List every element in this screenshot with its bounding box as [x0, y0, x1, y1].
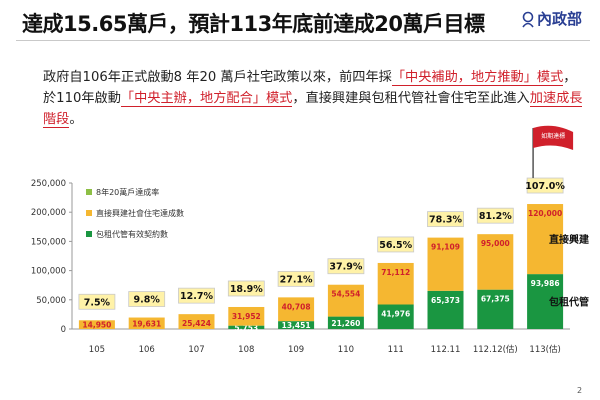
x-tick-label: 112.12(估): [473, 344, 518, 355]
side-label-build: 直接興建: [549, 233, 590, 246]
y-tick-label: 0: [61, 325, 66, 335]
rate-box: [277, 270, 315, 287]
bar-segment-lease: [377, 304, 414, 329]
bar-segment-build: [327, 284, 364, 317]
data-label: 91,109: [431, 243, 460, 252]
rate-label: 7.5%: [84, 297, 111, 308]
rate-box: [227, 280, 265, 297]
intro-paragraph: 政府自106年正式啟動8 年20 萬戶社宅政策以來，前四年採「中央補助，地方推動…: [43, 67, 583, 130]
bar-segment-lease: [477, 289, 514, 329]
page-number: 2: [577, 386, 583, 395]
data-label: 14,950: [82, 321, 111, 330]
x-tick-label: 110: [338, 345, 354, 355]
data-label: 21,260: [331, 319, 360, 328]
y-tick-label: 150,000: [31, 237, 66, 247]
x-tick-label: 113(估): [529, 344, 560, 355]
bar-segment-build: [228, 306, 265, 326]
flag-label: 如期達標: [541, 132, 565, 140]
paragraph-highlight: 「中央主辦，地方配合」模式: [120, 91, 293, 107]
rate-label: 107.0%: [525, 181, 565, 192]
bar-segment-build: [78, 320, 115, 329]
y-tick-label: 100,000: [31, 267, 66, 277]
data-label: 120,000: [528, 209, 562, 218]
data-label: 13,451: [282, 321, 311, 330]
rate-box: [327, 258, 365, 275]
data-label: 67,375: [481, 295, 510, 304]
bar-segment-build: [128, 317, 165, 329]
x-tick-label: 105: [89, 345, 105, 355]
ministry-emblem-icon: [522, 11, 534, 28]
bar-segment-build: [178, 314, 215, 329]
x-tick-label: 109: [288, 345, 304, 355]
legend-swatch: [86, 189, 92, 195]
bar-segment-lease: [228, 325, 265, 329]
legend-label: 8年20萬戶達成率: [96, 187, 159, 197]
bar-segment-build: [377, 262, 414, 305]
rate-box: [78, 293, 116, 310]
data-label: 54,554: [331, 290, 360, 299]
title-divider: [16, 40, 590, 41]
bar-segment-lease: [278, 321, 315, 329]
bar-segment-lease: [327, 316, 364, 329]
side-label-lease: 包租代管: [549, 296, 589, 309]
x-tick-label: 112.11: [431, 345, 461, 355]
x-tick-label: 107: [188, 345, 204, 355]
rate-label: 12.7%: [180, 291, 213, 302]
slide-title: 達成15.65萬戶，預計113年底前達成20萬戶目標: [22, 12, 485, 36]
bar-segment-build: [278, 297, 315, 322]
legend-swatch: [86, 231, 92, 237]
legend-label: 包租代管有效契約數: [96, 229, 168, 239]
data-label: 93,986: [531, 279, 560, 288]
rate-label: 78.3%: [429, 215, 462, 226]
x-tick-label: 108: [238, 345, 254, 355]
x-tick-label: 111: [388, 345, 404, 355]
bar-segment-lease: [527, 274, 564, 329]
data-label: 31,952: [232, 312, 261, 321]
rate-label: 9.8%: [134, 295, 161, 306]
y-tick-label: 250,000: [31, 179, 66, 189]
x-tick-label: 106: [139, 345, 155, 355]
legend-label: 直接興建社會住宅達成數: [96, 208, 184, 218]
bar-segment-build: [527, 204, 564, 275]
rate-label: 56.5%: [379, 240, 412, 251]
paragraph-highlight: 「中央補助，地方推動」模式: [391, 70, 564, 86]
rate-box: [128, 291, 166, 307]
paragraph-text: ，直接興建與包租代管社會住宅至此進入: [292, 91, 530, 106]
rate-box: [377, 236, 415, 253]
rate-label: 18.9%: [230, 284, 263, 295]
goal-flag: [533, 125, 574, 151]
rate-box: [476, 207, 514, 224]
bar-segment-build: [477, 234, 514, 290]
paragraph-text: 政府自106年正式啟動8 年20 萬戶社宅政策以來，前四年採: [43, 70, 392, 85]
paragraph-text: ，於110年啟動: [43, 70, 577, 106]
rate-box: [526, 177, 564, 194]
ministry-logo: 內政部: [520, 8, 594, 32]
y-tick-label: 50,000: [36, 296, 66, 306]
rate-label: 81.2%: [479, 211, 512, 222]
data-label: 41,976: [381, 309, 410, 318]
paragraph-highlight: 加速成長階段: [43, 91, 583, 128]
paragraph-text: 。: [69, 112, 83, 127]
logo-text: 內政部: [537, 10, 583, 28]
data-label: 19,631: [132, 319, 161, 328]
bar-segment-lease: [427, 290, 464, 329]
rate-label: 37.9%: [329, 262, 362, 273]
rate-box: [178, 287, 215, 304]
data-label: 25,424: [182, 319, 211, 328]
bar-segment-build: [427, 237, 464, 291]
y-tick-label: 200,000: [31, 208, 66, 218]
data-label: 5,753: [234, 323, 258, 332]
data-label: 95,000: [481, 239, 510, 248]
rate-box: [427, 211, 464, 228]
data-label: 65,373: [431, 296, 460, 305]
legend-swatch: [86, 210, 92, 216]
data-label: 40,708: [282, 302, 311, 311]
rate-label: 27.1%: [280, 274, 313, 285]
data-label: 71,112: [381, 268, 410, 277]
